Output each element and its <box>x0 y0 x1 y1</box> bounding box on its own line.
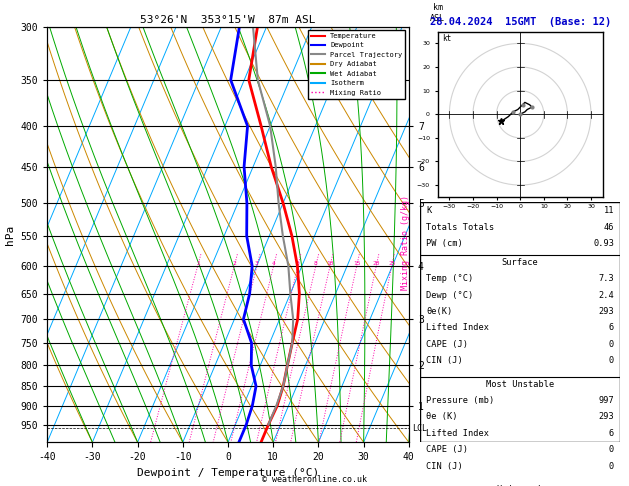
Text: 7.3: 7.3 <box>598 274 614 283</box>
Text: kt: kt <box>442 34 452 43</box>
Text: 4: 4 <box>272 261 276 266</box>
Text: CAPE (J): CAPE (J) <box>426 445 468 454</box>
Text: 3: 3 <box>255 261 259 266</box>
Text: Lifted Index: Lifted Index <box>426 429 489 438</box>
Title: 53°26'N  353°15'W  87m ASL: 53°26'N 353°15'W 87m ASL <box>140 15 316 25</box>
Text: Lifted Index: Lifted Index <box>426 323 489 332</box>
Text: 0: 0 <box>609 340 614 348</box>
Text: 0: 0 <box>609 356 614 365</box>
Text: 28.04.2024  15GMT  (Base: 12): 28.04.2024 15GMT (Base: 12) <box>430 17 611 27</box>
Text: 25: 25 <box>388 261 396 266</box>
Text: 6: 6 <box>609 429 614 438</box>
Text: 0: 0 <box>609 462 614 470</box>
Text: CIN (J): CIN (J) <box>426 356 463 365</box>
Text: Surface: Surface <box>502 258 538 267</box>
Text: 8: 8 <box>314 261 318 266</box>
Text: CAPE (J): CAPE (J) <box>426 340 468 348</box>
Text: 293: 293 <box>598 413 614 421</box>
Text: 10: 10 <box>326 261 334 266</box>
Text: Dewp (°C): Dewp (°C) <box>426 291 474 299</box>
Text: © weatheronline.co.uk: © weatheronline.co.uk <box>262 474 367 484</box>
Text: θe (K): θe (K) <box>426 413 458 421</box>
Text: Most Unstable: Most Unstable <box>486 380 554 389</box>
Text: 0.93: 0.93 <box>593 239 614 248</box>
Y-axis label: hPa: hPa <box>5 225 15 244</box>
Text: km
ASL: km ASL <box>430 3 445 22</box>
Text: Temp (°C): Temp (°C) <box>426 274 474 283</box>
Text: Totals Totals: Totals Totals <box>426 223 494 232</box>
Text: PW (cm): PW (cm) <box>426 239 463 248</box>
Text: 46: 46 <box>604 223 614 232</box>
Text: 11: 11 <box>604 207 614 215</box>
X-axis label: Dewpoint / Temperature (°C): Dewpoint / Temperature (°C) <box>137 468 319 478</box>
Text: K: K <box>426 207 431 215</box>
Text: CIN (J): CIN (J) <box>426 462 463 470</box>
Text: 2.4: 2.4 <box>598 291 614 299</box>
Text: 1: 1 <box>196 261 199 266</box>
Text: θe(K): θe(K) <box>426 307 452 316</box>
Text: 6: 6 <box>609 323 614 332</box>
Text: LCL: LCL <box>413 424 428 433</box>
Text: 6: 6 <box>296 261 300 266</box>
Text: 293: 293 <box>598 307 614 316</box>
Text: 997: 997 <box>598 396 614 405</box>
Text: 15: 15 <box>353 261 360 266</box>
Text: Hodograph: Hodograph <box>496 485 544 486</box>
Text: 2: 2 <box>233 261 236 266</box>
Text: Pressure (mb): Pressure (mb) <box>426 396 494 405</box>
Text: 20: 20 <box>372 261 380 266</box>
Text: Mixing Ratio (g/kg): Mixing Ratio (g/kg) <box>401 195 410 291</box>
Text: 0: 0 <box>609 445 614 454</box>
Legend: Temperature, Dewpoint, Parcel Trajectory, Dry Adiabat, Wet Adiabat, Isotherm, Mi: Temperature, Dewpoint, Parcel Trajectory… <box>308 30 405 99</box>
